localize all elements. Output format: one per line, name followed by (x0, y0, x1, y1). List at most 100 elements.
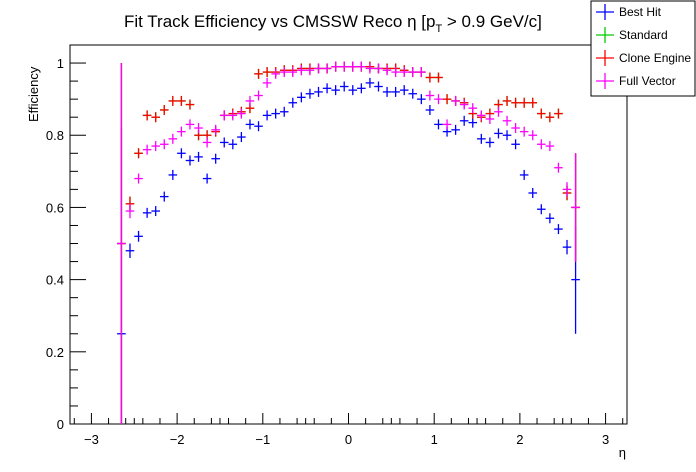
y-tick-label: 0.8 (46, 128, 64, 143)
data-point (348, 85, 358, 96)
data-point (262, 110, 272, 121)
data-point (159, 104, 169, 115)
data-point (425, 90, 435, 101)
data-point (262, 77, 272, 88)
chart-title: Fit Track Efficiency vs CMSSW Reco η [pT… (124, 12, 542, 35)
data-point (339, 81, 349, 92)
data-point (545, 213, 555, 224)
data-point (519, 126, 529, 137)
y-tick-label: 0.2 (46, 345, 64, 360)
series-best-hit (117, 77, 580, 424)
data-point (528, 187, 538, 198)
data-point (417, 67, 426, 78)
x-axis-label: η (619, 445, 626, 460)
y-axis-label: Efficiency (26, 66, 41, 122)
data-point (519, 169, 529, 180)
data-point (391, 67, 400, 78)
data-point (262, 67, 272, 78)
series-clone-engine (117, 61, 580, 424)
data-point (288, 97, 298, 108)
data-point (151, 112, 160, 123)
data-point (159, 139, 169, 150)
data-point (374, 81, 383, 92)
data-point (142, 110, 152, 121)
data-point (537, 108, 546, 119)
data-point (254, 90, 263, 101)
data-point (134, 148, 143, 159)
data-point (305, 88, 315, 99)
data-point (442, 119, 452, 130)
data-point (562, 182, 572, 197)
data-point (254, 68, 263, 79)
data-point (237, 108, 246, 119)
data-point (511, 123, 520, 134)
data-point (177, 95, 186, 106)
data-point (194, 151, 203, 162)
data-point (279, 67, 289, 78)
x-tick-label: 3 (602, 432, 609, 447)
data-point (297, 92, 306, 103)
data-point (477, 133, 486, 144)
data-point (357, 83, 366, 94)
data-point (237, 132, 246, 143)
data-point (417, 94, 426, 105)
data-point (485, 137, 495, 148)
data-point (494, 128, 503, 139)
data-point (399, 85, 409, 96)
legend-label: Standard (619, 28, 668, 42)
data-point (554, 108, 563, 119)
series-standard (117, 61, 580, 424)
data-point (228, 139, 238, 150)
series-full-vector (117, 61, 580, 424)
data-point (511, 139, 520, 150)
data-point (185, 99, 195, 110)
x-tick-label: 2 (516, 432, 523, 447)
data-point (365, 63, 375, 74)
data-point (545, 141, 555, 152)
data-point (185, 119, 195, 130)
data-point (502, 95, 512, 106)
data-point (202, 137, 212, 148)
data-point (142, 144, 152, 155)
data-point (391, 86, 400, 97)
data-point (408, 88, 418, 99)
data-point (177, 126, 186, 137)
data-point (168, 169, 178, 180)
data-point (468, 117, 478, 128)
data-point (425, 72, 435, 83)
data-point (271, 68, 280, 79)
data-point (571, 153, 580, 262)
data-point (134, 173, 143, 184)
data-point (142, 207, 152, 218)
data-point (228, 110, 238, 121)
data-point (537, 139, 546, 150)
x-tick-label: 0 (345, 432, 352, 447)
data-point (254, 121, 263, 132)
data-point (545, 112, 555, 123)
data-point (451, 95, 460, 106)
data-point (245, 95, 255, 106)
data-point (554, 224, 563, 235)
data-point (185, 155, 195, 166)
data-point (211, 124, 220, 135)
legend-item: Full Vector (596, 73, 676, 89)
data-point (519, 97, 529, 108)
data-point (134, 230, 143, 242)
data-point (382, 86, 392, 97)
data-point (305, 65, 315, 76)
plot-frame (69, 44, 628, 425)
y-tick-label: 0.4 (46, 273, 64, 288)
data-point (528, 130, 538, 141)
data-point (382, 65, 392, 76)
data-point (194, 123, 203, 134)
legend-label: Clone Engine (619, 51, 691, 65)
y-tick-label: 0.6 (46, 200, 64, 215)
data-point (271, 108, 280, 119)
data-point (502, 115, 512, 126)
data-point (322, 83, 332, 94)
y-tick-label: 1 (57, 56, 64, 71)
series-layer (117, 61, 580, 424)
data-point (528, 97, 538, 108)
y-tick-label: 0 (57, 417, 64, 432)
